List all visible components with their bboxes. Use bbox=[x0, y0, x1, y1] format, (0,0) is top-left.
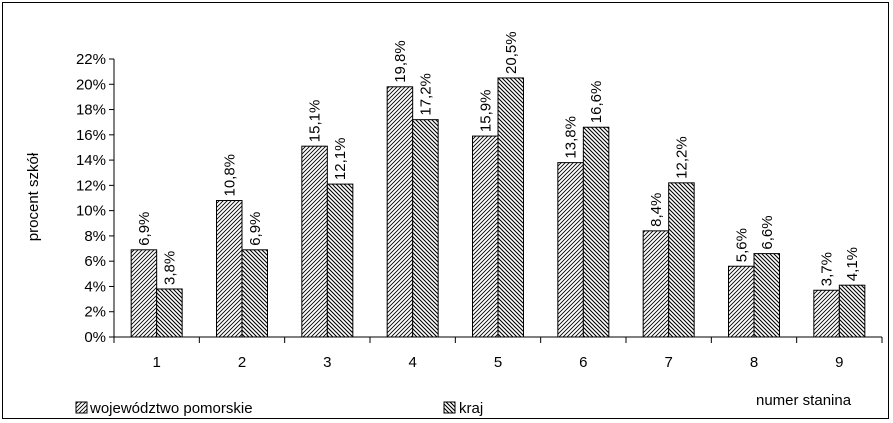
bar-kraj-8 bbox=[753, 253, 780, 338]
data-label-kraj-1: 3,8% bbox=[161, 251, 178, 285]
y-tick-label: 2% bbox=[84, 304, 106, 321]
y-tick-label: 22% bbox=[76, 51, 106, 68]
bar-kraj-1 bbox=[156, 288, 183, 338]
data-label-wojewodztwo-9: 3,7% bbox=[819, 252, 836, 286]
data-label-kraj-9: 4,1% bbox=[844, 247, 861, 281]
x-tick-label: 1 bbox=[152, 354, 160, 371]
bar-wojewodztwo-4 bbox=[386, 86, 414, 338]
data-label-kraj-6: 16,6% bbox=[588, 81, 605, 124]
legend-item-kraj: kraj bbox=[443, 400, 483, 417]
bar-kraj-6 bbox=[582, 126, 610, 338]
y-axis-title: procent szkół bbox=[25, 152, 42, 241]
data-label-wojewodztwo-6: 13,8% bbox=[563, 116, 580, 159]
y-tick-label: 16% bbox=[76, 127, 106, 144]
bar-kraj-3 bbox=[326, 183, 354, 338]
bar-wojewodztwo-8 bbox=[728, 265, 755, 338]
y-tick-label: 4% bbox=[84, 278, 106, 295]
x-tick-label: 3 bbox=[323, 354, 331, 371]
x-tick-label: 5 bbox=[494, 354, 502, 371]
x-tick-label: 8 bbox=[750, 354, 758, 371]
bars-group bbox=[130, 77, 866, 338]
y-tick-label: 20% bbox=[76, 76, 106, 93]
bar-kraj-2 bbox=[241, 249, 268, 338]
x-tick-label: 9 bbox=[835, 354, 843, 371]
y-axis: 0% 2% 4% 6% 8% 10% 12% 14% 16% 18% 20% 22% bbox=[76, 51, 115, 346]
bar-wojewodztwo-6 bbox=[557, 162, 584, 338]
bar-wojewodztwo-5 bbox=[472, 135, 499, 338]
chart-frame bbox=[2, 2, 889, 419]
legend-item-wojewodztwo: województwo pomorskie bbox=[75, 400, 253, 417]
y-tick-label: 6% bbox=[84, 253, 106, 270]
y-tick-label: 12% bbox=[76, 177, 106, 194]
data-label-kraj-7: 12,2% bbox=[673, 136, 690, 179]
bar-wojewodztwo-1 bbox=[130, 249, 158, 338]
x-tick-label: 7 bbox=[664, 354, 672, 371]
data-label-kraj-3: 12,1% bbox=[332, 138, 349, 181]
x-tick-label: 4 bbox=[408, 354, 416, 371]
data-label-wojewodztwo-4: 19,8% bbox=[392, 40, 409, 83]
y-tick-label: 14% bbox=[76, 152, 106, 169]
y-tick-label: 0% bbox=[84, 329, 106, 346]
legend-label-wojewodztwo: województwo pomorskie bbox=[89, 400, 253, 417]
x-axis: 1 2 3 4 5 6 7 8 9 bbox=[113, 336, 883, 371]
legend: województwo pomorskie kraj bbox=[75, 400, 483, 417]
y-tick-label: 8% bbox=[84, 228, 106, 245]
x-tick-label: 2 bbox=[238, 354, 246, 371]
bar-kraj-4 bbox=[412, 119, 439, 338]
data-label-wojewodztwo-2: 10,8% bbox=[221, 154, 238, 197]
data-label-kraj-5: 20,5% bbox=[503, 31, 520, 74]
bar-kraj-7 bbox=[668, 182, 695, 338]
legend-label-kraj: kraj bbox=[459, 400, 483, 417]
data-label-kraj-2: 6,9% bbox=[247, 212, 264, 246]
bar-kraj-5 bbox=[497, 77, 524, 338]
data-label-wojewodztwo-5: 15,9% bbox=[477, 90, 494, 133]
x-axis-title: numer stanina bbox=[756, 392, 852, 409]
x-tick-label: 6 bbox=[579, 354, 587, 371]
data-label-wojewodztwo-3: 15,1% bbox=[307, 100, 324, 143]
bar-kraj-9 bbox=[838, 284, 866, 338]
legend-swatch-kraj bbox=[443, 401, 456, 414]
data-label-kraj-4: 17,2% bbox=[417, 73, 434, 116]
data-label-kraj-8: 6,6% bbox=[759, 215, 776, 249]
bar-wojewodztwo-7 bbox=[642, 230, 670, 338]
data-label-wojewodztwo-7: 8,4% bbox=[648, 193, 665, 227]
bar-wojewodztwo-9 bbox=[813, 289, 840, 338]
y-tick-label: 18% bbox=[76, 102, 106, 119]
data-label-wojewodztwo-8: 5,6% bbox=[733, 228, 750, 262]
data-labels-group: 6,9% 3,8% 10,8% 6,9% 15,1% 12,1% 19,8% 17,2% 15,… bbox=[136, 31, 861, 286]
y-tick-label: 10% bbox=[76, 203, 106, 220]
bar-wojewodztwo-2 bbox=[216, 200, 243, 338]
data-label-wojewodztwo-1: 6,9% bbox=[136, 212, 153, 246]
legend-swatch-wojewodztwo bbox=[75, 401, 88, 414]
bar-wojewodztwo-3 bbox=[301, 145, 328, 338]
